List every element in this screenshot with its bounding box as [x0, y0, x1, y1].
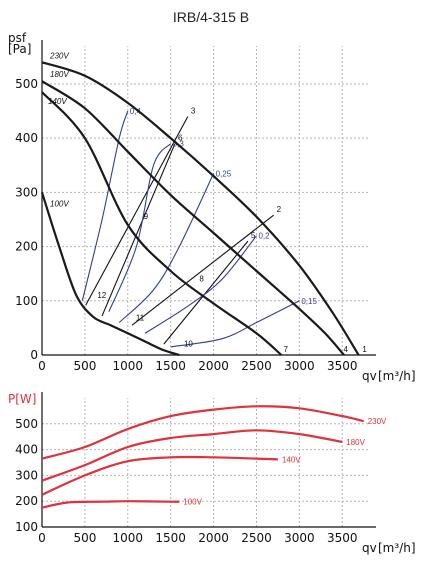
power-curve-180V: [41, 429, 343, 482]
power-x-tick-label: 3000: [284, 531, 315, 545]
fan-curve-100V: [40, 192, 180, 357]
efficiency-line: [170, 300, 300, 348]
fan-curve-label: 230V: [49, 51, 69, 60]
pressure-x-tick-label: 3000: [284, 359, 315, 373]
power-y-tick-label: 400: [15, 443, 38, 457]
pressure-y-tick-label: 500: [15, 77, 38, 91]
pressure-x-tick-label: 500: [73, 359, 96, 373]
efficiency-label: 0,15: [301, 297, 317, 306]
fan-curve-140V: [41, 91, 283, 356]
operating-point-label: 4: [344, 345, 349, 354]
efficiency-line: [144, 235, 257, 334]
efficiency-line: [81, 110, 129, 301]
fan-curve-label: 140V: [48, 97, 67, 106]
power-chart: P[W] qv [m³/h] 100 200 300 400 500 0 500 1000 15…: [8, 392, 416, 555]
pressure-x-tick-label: 2000: [198, 359, 229, 373]
x-axis-label: qv: [362, 369, 377, 383]
power-curve-140V: [41, 455, 278, 496]
pressure-y-tick-label: 400: [15, 131, 38, 145]
power-x-axis-unit: [m³/h]: [378, 541, 416, 555]
x-axis-unit: [m³/h]: [378, 369, 416, 383]
power-curve-label: 230V: [368, 417, 387, 426]
power-curve-230V: [41, 405, 364, 460]
system-line: [101, 143, 176, 317]
fan-curve-label: 180V: [50, 70, 69, 79]
power-y-tick-label: 300: [15, 468, 38, 482]
pressure-x-tick-label: 2500: [241, 359, 272, 373]
power-x-tick-label: 1000: [113, 531, 144, 545]
power-x-tick-label: 0: [38, 531, 46, 545]
pressure-y-tick-label: 300: [15, 185, 38, 199]
power-axis-label: P[W]: [8, 392, 36, 406]
pressure-y-tick-label: 0: [30, 348, 38, 362]
pressure-x-tick-label: 3500: [327, 359, 358, 373]
power-x-axis-label: qv: [362, 541, 377, 555]
system-line: [85, 116, 189, 306]
pressure-x-tick-label: 0: [38, 359, 46, 373]
efficiency-line: [108, 143, 172, 312]
power-y-tick-label: 200: [15, 494, 38, 508]
chart-title: IRB/4-315 B: [173, 9, 249, 25]
pressure-y-tick-label: 200: [15, 240, 38, 254]
efficiency-label: 0,4: [130, 107, 142, 116]
pressure-x-tick-label: 1500: [155, 359, 186, 373]
operating-point-label: 1: [362, 345, 367, 354]
y-axis-unit: [Pa]: [8, 42, 31, 56]
efficiency-label: 0,25: [216, 169, 232, 178]
power-y-tick-label: 100: [15, 520, 38, 534]
power-curve-label: 100V: [183, 498, 202, 507]
power-curve-label: 180V: [346, 438, 365, 447]
power-y-tick-label: 500: [15, 417, 38, 431]
power-curve-label: 140V: [282, 455, 301, 464]
system-line: [131, 214, 274, 326]
operating-point-label: 5: [251, 231, 256, 240]
operating-point-label: 3: [191, 106, 196, 115]
pressure-y-tick-label: 100: [15, 294, 38, 308]
pressure-x-tick-label: 1000: [113, 359, 144, 373]
efficiency-label: 0,2: [258, 232, 270, 241]
operating-point-label: 12: [97, 291, 106, 300]
fan-curve-230V: [41, 61, 360, 356]
power-x-tick-label: 1500: [155, 531, 186, 545]
operating-point-label: 10: [184, 340, 193, 349]
power-x-tick-label: 500: [73, 531, 96, 545]
operating-point-label: 9: [144, 212, 149, 221]
operating-point-label: 7: [283, 345, 288, 354]
y-axis-label: psf: [8, 31, 27, 45]
power-curve-100V: [41, 500, 180, 509]
operating-point-label: 8: [199, 275, 204, 284]
operating-point-label: 2: [277, 205, 282, 214]
power-x-tick-label: 2000: [198, 531, 229, 545]
fan-curve-180V: [41, 80, 345, 356]
power-x-tick-label: 2500: [241, 531, 272, 545]
operating-point-label: 6: [178, 134, 183, 143]
power-x-tick-label: 3500: [327, 531, 358, 545]
operating-point-label: 11: [136, 314, 145, 323]
fan-curve-label: 100V: [50, 199, 69, 208]
pressure-chart: psf [Pa] qv [m³/h] 0 100 200 300 400 500 0 500 1…: [8, 31, 416, 383]
